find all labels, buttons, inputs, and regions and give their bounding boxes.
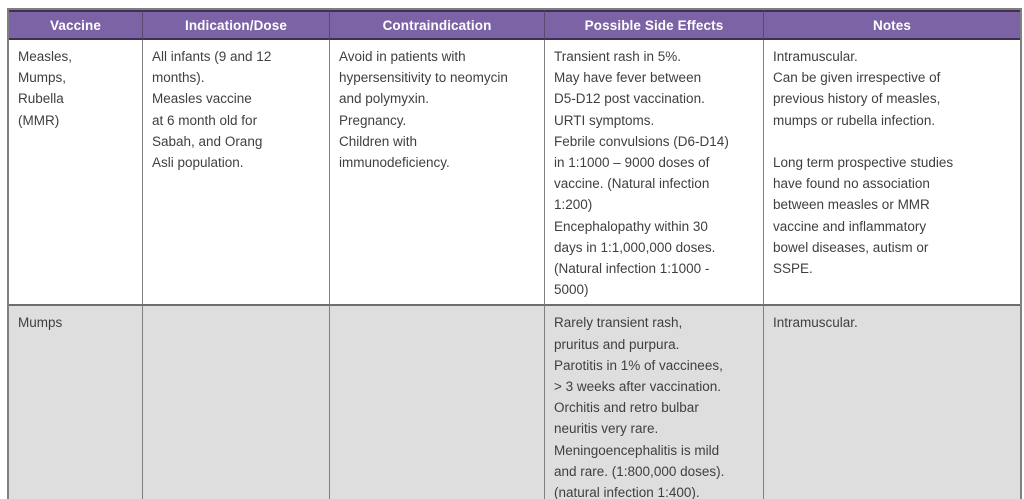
cell-mumps-side-effects: Rarely transient rash, pruritus and purp… [544,304,763,499]
header-row: Vaccine Indication/Dose Contraindication… [9,10,1020,40]
cell-mmr-indication-dose: All infants (9 and 12 months). Measles v… [142,40,329,305]
table-row-mmr: Measles, Mumps, Rubella (MMR) All infant… [9,40,1020,305]
header-cell-notes: Notes [763,10,1020,40]
cell-mumps-contraindication [329,304,544,499]
header-cell-contraindication: Contraindication [329,10,544,40]
header-cell-side-effects: Possible Side Effects [544,10,763,40]
cell-mmr-notes: Intramuscular. Can be given irrespective… [763,40,1020,305]
cell-mmr-vaccine: Measles, Mumps, Rubella (MMR) [9,40,142,305]
vaccine-table: Vaccine Indication/Dose Contraindication… [7,8,1022,499]
header-cell-indication-dose: Indication/Dose [142,10,329,40]
cell-mumps-vaccine: Mumps [9,304,142,499]
cell-mmr-contraindication: Avoid in patients with hypersensitivity … [329,40,544,305]
header-cell-vaccine: Vaccine [9,10,142,40]
table-row-mumps: Mumps Rarely transient rash, pruritus an… [9,304,1020,499]
cell-mumps-notes: Intramuscular. [763,304,1020,499]
cell-mumps-indication-dose [142,304,329,499]
cell-mmr-side-effects: Transient rash in 5%. May have fever bet… [544,40,763,305]
